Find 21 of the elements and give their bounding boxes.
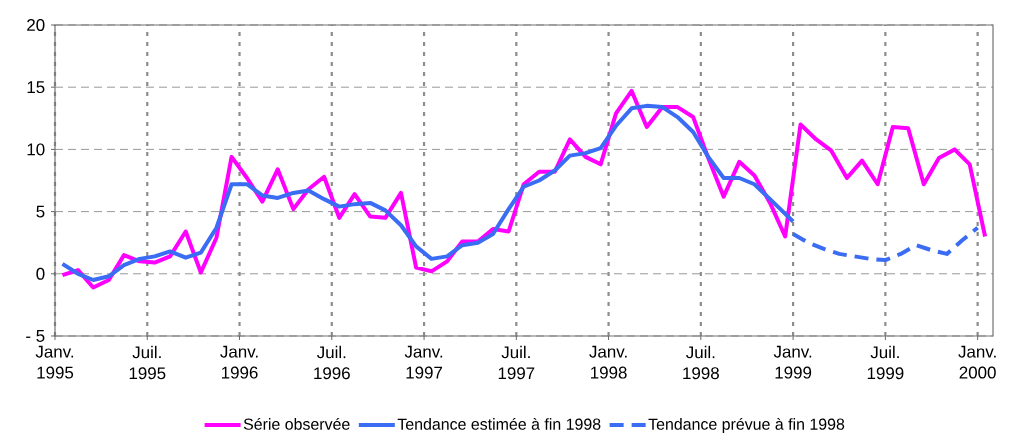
y-tick-label: 0 bbox=[36, 267, 45, 280]
y-tick-label: 10 bbox=[27, 143, 45, 156]
x-tick-label: Juil. 1997 bbox=[498, 345, 535, 380]
x-tick-label: Janv. 2000 bbox=[958, 345, 996, 379]
legend-label: Série observée bbox=[243, 417, 350, 430]
legend-label: Tendance prévue à fin 1998 bbox=[648, 417, 845, 433]
x-tick-label: Juil. 1998 bbox=[683, 345, 719, 380]
y-tick-label: 15 bbox=[27, 81, 45, 94]
x-tick-label: Juil. 1996 bbox=[314, 345, 350, 380]
x-tick-label: Juil. 1999 bbox=[867, 345, 904, 380]
x-tick-label: Janv. 1997 bbox=[404, 345, 443, 379]
legend-label: Tendance estimée à fin 1998 bbox=[397, 417, 601, 430]
x-tick-label: Janv. 1998 bbox=[589, 345, 627, 379]
x-tick-label: Janv. 1999 bbox=[773, 345, 812, 379]
x-tick-label: Janv. 1996 bbox=[220, 345, 258, 379]
line-series bbox=[60, 103, 796, 283]
y-tick-label: 20 bbox=[27, 19, 45, 31]
x-tick-label: Juil. 1995 bbox=[129, 345, 166, 380]
y-tick-label: - 5 bbox=[26, 330, 45, 342]
y-tick-label: 5 bbox=[36, 205, 45, 218]
x-tick-label: Janv. 1995 bbox=[35, 345, 74, 379]
